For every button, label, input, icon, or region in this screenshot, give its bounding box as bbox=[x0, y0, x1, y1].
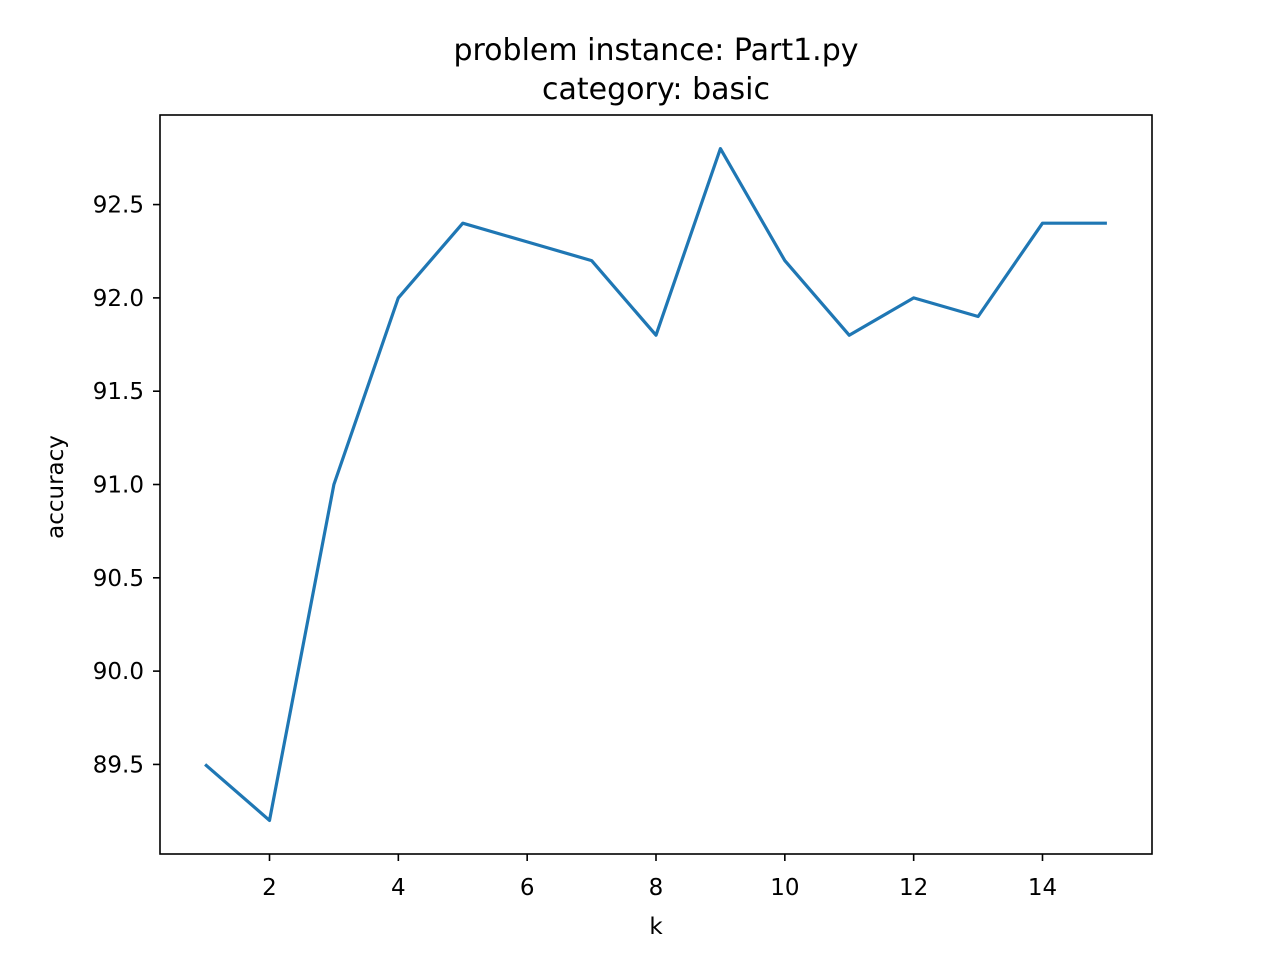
y-tick-label: 91.5 bbox=[93, 379, 144, 405]
series-line-0 bbox=[204, 147, 1107, 823]
x-tick-label: 2 bbox=[262, 875, 277, 901]
y-tick-label: 92.5 bbox=[93, 193, 144, 219]
chart-title-line-2: category: basic bbox=[542, 72, 770, 107]
x-tick-label: 8 bbox=[649, 875, 664, 901]
y-tick-label: 90.0 bbox=[93, 659, 144, 685]
y-tick-label: 90.5 bbox=[93, 566, 144, 592]
y-axis-label: accuracy bbox=[43, 435, 69, 539]
x-axis-label: k bbox=[649, 914, 663, 940]
y-tick-label: 91.0 bbox=[93, 473, 144, 499]
chart-title-line-1: problem instance: Part1.py bbox=[453, 33, 858, 68]
y-tick-label: 92.0 bbox=[93, 286, 144, 312]
x-axis: 2 4 6 8 10 12 14 bbox=[262, 854, 1057, 901]
x-tick-label: 14 bbox=[1028, 875, 1057, 901]
plot-frame bbox=[159, 114, 1153, 855]
plot-area bbox=[204, 147, 1107, 823]
x-tick-label: 4 bbox=[391, 875, 406, 901]
y-tick-label: 89.5 bbox=[93, 752, 144, 778]
x-tick-label: 6 bbox=[520, 875, 535, 901]
x-tick-label: 10 bbox=[770, 875, 799, 901]
x-tick-label: 12 bbox=[899, 875, 928, 901]
y-axis: 89.5 90.0 90.5 91.0 91.5 92.0 92.5 bbox=[93, 193, 160, 778]
